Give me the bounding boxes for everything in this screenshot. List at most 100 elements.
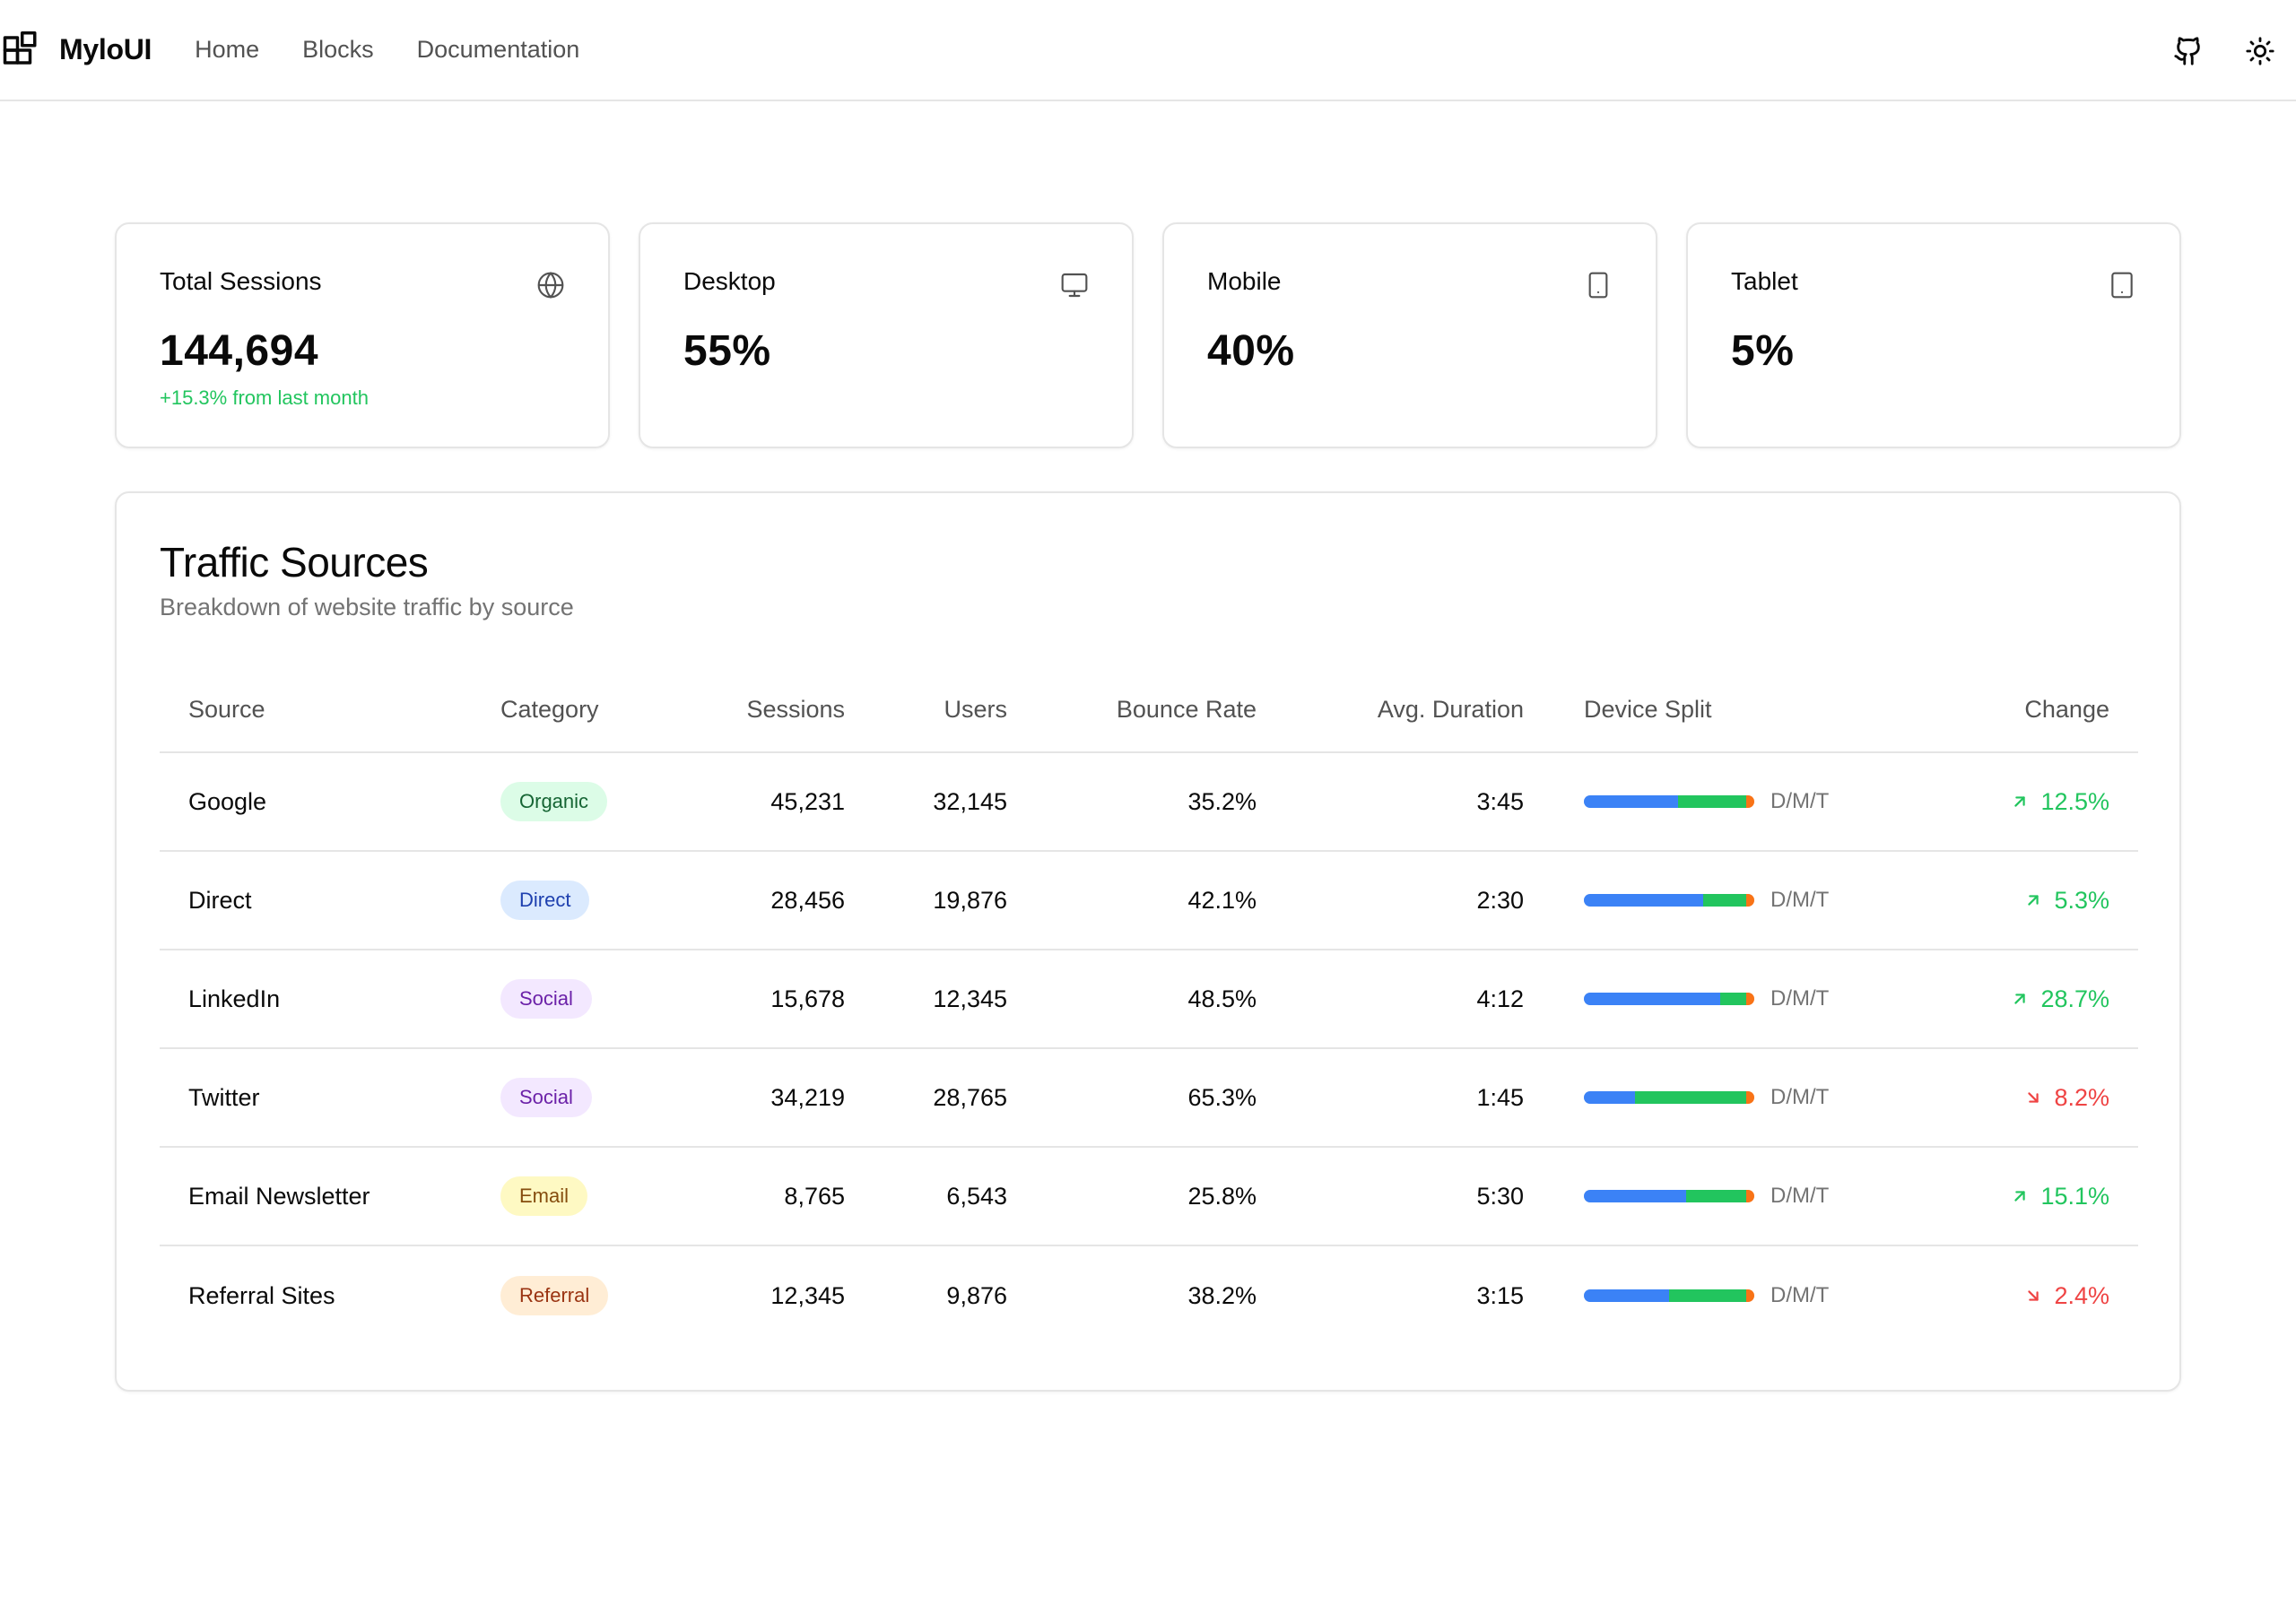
device-split-cell: D/M/T xyxy=(1584,1246,1829,1345)
stat-delta: +15.3% from last month xyxy=(160,386,369,409)
stat-label: Tablet xyxy=(1731,267,1798,295)
table-row[interactable]: Twitter Social 34,219 28,765 65.3% 1:45 D/M/T 8… xyxy=(160,1049,2138,1148)
stat-label: Mobile xyxy=(1207,267,1282,295)
device-split-legend: D/M/T xyxy=(1770,986,1830,1011)
column-header-source: Source xyxy=(188,695,265,723)
change-indicator: 5.3% xyxy=(2023,887,2109,915)
change-value: 2.4% xyxy=(2054,1281,2109,1309)
github-icon xyxy=(2174,36,2200,65)
brand-logo-link[interactable]: MyloUI xyxy=(2,30,152,69)
stat-card-desktop: Desktop 55% xyxy=(639,222,1134,448)
bounce-rate-value: 48.5% xyxy=(1187,985,1257,1012)
category-cell: Social xyxy=(500,950,592,1047)
sessions-value: 28,456 xyxy=(770,886,845,914)
device-split-legend: D/M/T xyxy=(1770,1283,1830,1307)
column-header-device-split: Device Split xyxy=(1584,695,1712,723)
monitor-icon xyxy=(1061,273,1088,298)
change-indicator: 2.4% xyxy=(2023,1282,2109,1310)
tablet-segment xyxy=(1745,1190,1754,1202)
nav-link-home[interactable]: Home xyxy=(195,36,260,63)
stat-value: 5% xyxy=(1731,327,1795,375)
source-name: Google xyxy=(188,787,267,815)
users-value: 32,145 xyxy=(933,787,1007,815)
stat-label: Total Sessions xyxy=(160,267,322,295)
avg-duration-value: 3:45 xyxy=(1476,787,1524,815)
table-row[interactable]: Google Organic 45,231 32,145 35.2% 3:45 D/M/T 1… xyxy=(160,753,2138,852)
blocks-logo-icon xyxy=(3,30,37,65)
users-value: 28,765 xyxy=(933,1083,1007,1111)
column-header-sessions: Sessions xyxy=(746,695,845,723)
avg-duration-value: 5:30 xyxy=(1476,1182,1524,1210)
theme-toggle-button[interactable] xyxy=(2224,15,2296,87)
column-header-bounce-rate: Bounce Rate xyxy=(1116,695,1257,723)
stat-value: 144,694 xyxy=(160,327,319,375)
globe-icon xyxy=(537,272,564,299)
github-button[interactable] xyxy=(2152,15,2224,87)
nav-link-blocks[interactable]: Blocks xyxy=(302,36,374,63)
trend-up-icon xyxy=(2014,994,2026,1004)
sessions-value: 12,345 xyxy=(770,1281,845,1309)
sessions-value: 15,678 xyxy=(770,985,845,1012)
source-name: LinkedIn xyxy=(188,985,281,1012)
sun-icon xyxy=(2246,36,2274,65)
device-split-cell: D/M/T xyxy=(1584,753,1829,850)
bounce-rate-value: 65.3% xyxy=(1187,1083,1257,1111)
category-badge: Organic xyxy=(500,782,608,821)
trend-up-icon xyxy=(2014,796,2026,807)
change-indicator: 12.5% xyxy=(2010,788,2109,816)
stat-card-tablet: Tablet 5% xyxy=(1686,222,2181,448)
nav-link-documentation[interactable]: Documentation xyxy=(416,36,580,63)
desktop-segment xyxy=(1584,993,1720,1005)
traffic-sources-card: Traffic Sources Breakdown of website tra… xyxy=(115,491,2181,1392)
trend-up-icon xyxy=(2028,895,2039,906)
category-cell: Social xyxy=(500,1049,592,1146)
source-name: Direct xyxy=(188,886,252,914)
source-name: Referral Sites xyxy=(188,1281,335,1309)
tablet-icon xyxy=(2111,272,2133,299)
category-badge: Referral xyxy=(500,1276,609,1315)
change-cell: 28.7% xyxy=(2010,950,2109,1047)
mobile-segment xyxy=(1720,993,1746,1005)
bounce-rate-value: 42.1% xyxy=(1187,886,1257,914)
trend-down-icon xyxy=(2028,1092,2039,1103)
column-header-category: Category xyxy=(500,695,599,723)
change-cell: 15.1% xyxy=(2010,1148,2109,1245)
change-value: 28.7% xyxy=(2040,985,2109,1012)
device-split-bar xyxy=(1584,1190,1754,1202)
mobile-segment xyxy=(1677,795,1746,808)
source-name: Twitter xyxy=(188,1083,260,1111)
sessions-value: 8,765 xyxy=(784,1182,845,1210)
device-split-bar xyxy=(1584,993,1754,1005)
sessions-value: 34,219 xyxy=(770,1083,845,1111)
bounce-rate-value: 25.8% xyxy=(1187,1182,1257,1210)
mobile-segment xyxy=(1686,1190,1746,1202)
category-badge: Social xyxy=(500,979,592,1019)
desktop-segment xyxy=(1584,795,1678,808)
device-split-bar xyxy=(1584,894,1754,907)
tablet-segment xyxy=(1745,993,1754,1005)
traffic-table: Source Category Sessions Users Bounce Ra… xyxy=(160,667,2138,1345)
table-row[interactable]: Email Newsletter Email 8,765 6,543 25.8% 5:30… xyxy=(160,1148,2138,1246)
bounce-rate-value: 38.2% xyxy=(1187,1281,1257,1309)
table-row[interactable]: LinkedIn Social 15,678 12,345 48.5% 4:12 D/M/T… xyxy=(160,950,2138,1049)
table-row[interactable]: Referral Sites Referral 12,345 9,876 38.2% 3:… xyxy=(160,1246,2138,1345)
device-split-legend: D/M/T xyxy=(1770,789,1830,813)
table-row[interactable]: Direct Direct 28,456 19,876 42.1% 2:30 D/M/T 5.… xyxy=(160,852,2138,950)
tablet-segment xyxy=(1745,795,1754,808)
table-body: Google Organic 45,231 32,145 35.2% 3:45 D/M/T 1… xyxy=(160,753,2138,1345)
change-cell: 5.3% xyxy=(2023,852,2109,949)
avg-duration-value: 3:15 xyxy=(1476,1281,1524,1309)
device-split-cell: D/M/T xyxy=(1584,1148,1829,1245)
device-split-bar xyxy=(1584,1289,1754,1302)
stat-label: Desktop xyxy=(683,267,776,295)
mobile-segment xyxy=(1669,1289,1746,1302)
change-cell: 2.4% xyxy=(2023,1246,2109,1345)
main-nav: Home Blocks Documentation xyxy=(195,36,622,64)
change-cell: 8.2% xyxy=(2023,1049,2109,1146)
top-navigation-bar: MyloUI Home Blocks Documentation xyxy=(0,0,2296,101)
users-value: 19,876 xyxy=(933,886,1007,914)
category-cell: Organic xyxy=(500,753,608,850)
bounce-rate-value: 35.2% xyxy=(1187,787,1257,815)
avg-duration-value: 1:45 xyxy=(1476,1083,1524,1111)
tablet-segment xyxy=(1745,894,1754,907)
